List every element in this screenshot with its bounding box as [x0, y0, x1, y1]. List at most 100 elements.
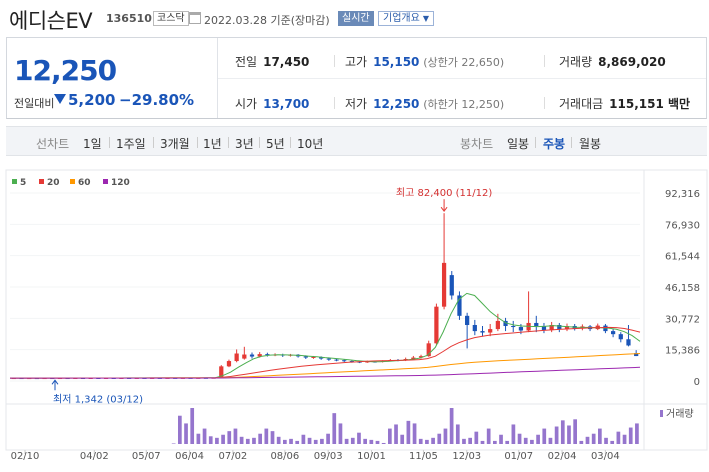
- y-tick-label: 46,158: [665, 283, 700, 294]
- candle-body[interactable]: [441, 262, 447, 307]
- candle-body[interactable]: [518, 327, 524, 331]
- candle-body[interactable]: [626, 339, 631, 346]
- candle-body[interactable]: [495, 320, 500, 330]
- volume-bar: [616, 431, 621, 444]
- candle-body[interactable]: [634, 353, 639, 357]
- ma-line-ma5: [10, 292, 641, 379]
- volume: 거래량 8,869,020: [559, 53, 666, 70]
- candle-body[interactable]: [265, 354, 270, 356]
- candle-body[interactable]: [511, 326, 516, 328]
- period-1w[interactable]: 1주일: [116, 137, 146, 151]
- candle-body[interactable]: [465, 315, 470, 325]
- candle-body[interactable]: [349, 361, 355, 363]
- candle-body[interactable]: [257, 354, 262, 357]
- volume-bar: [221, 434, 225, 444]
- divider: [217, 38, 218, 118]
- divider: [334, 55, 335, 67]
- volume-bar: [517, 433, 522, 444]
- candle-body[interactable]: [557, 324, 562, 330]
- change-value: 5,200: [68, 91, 116, 109]
- candle-body[interactable]: [434, 306, 439, 344]
- candle-body[interactable]: [334, 359, 339, 361]
- volume-bar: [480, 440, 485, 444]
- candle-body[interactable]: [449, 275, 454, 296]
- candle-daily[interactable]: 일봉: [507, 137, 530, 151]
- volume-bar: [486, 428, 491, 444]
- candle-body[interactable]: [242, 354, 247, 359]
- candle-body[interactable]: [426, 343, 431, 357]
- candle-body[interactable]: [472, 324, 477, 332]
- candle-body[interactable]: [503, 320, 508, 327]
- volume-bar: [381, 442, 386, 444]
- volume-bar: [258, 433, 262, 444]
- period-1d[interactable]: 1일: [83, 137, 102, 151]
- candle-body[interactable]: [488, 329, 493, 333]
- price-chart[interactable]: 92,316 76,930 61,544 46,158 30,772 15,386 0 최고 …: [0, 165, 709, 472]
- candle-body[interactable]: [326, 358, 331, 360]
- volume-bar: [357, 432, 361, 444]
- candle-body[interactable]: [319, 356, 324, 359]
- volume-bar: [375, 440, 380, 444]
- volume-bar: [554, 426, 559, 444]
- volume-bar: [468, 437, 472, 444]
- prev-close: 전일 17,450: [235, 53, 309, 70]
- period-1y[interactable]: 1년: [203, 137, 222, 151]
- volume-bar: [332, 413, 337, 444]
- candle-body[interactable]: [418, 356, 424, 358]
- volume-bar: [604, 437, 608, 444]
- prev-close-label: 전일: [235, 55, 258, 69]
- candle-body[interactable]: [564, 326, 570, 330]
- divider: [218, 78, 706, 79]
- volume-bar: [505, 440, 510, 444]
- stock-name: 에디슨EV: [9, 9, 93, 33]
- candle-body[interactable]: [480, 331, 485, 333]
- period-3y[interactable]: 3년: [235, 137, 254, 151]
- candle-weekly[interactable]: 주봉: [543, 137, 566, 151]
- ma-line-ma120: [10, 366, 641, 379]
- volume-bar: [295, 440, 300, 444]
- candle-body[interactable]: [457, 295, 462, 316]
- volume-bar: [233, 428, 238, 444]
- volume-bar: [245, 438, 250, 444]
- candle-body[interactable]: [541, 326, 547, 331]
- volume-bar: [270, 431, 275, 444]
- volume-panel: [5, 403, 708, 451]
- volume-bar: [301, 434, 306, 444]
- divider: [109, 137, 110, 148]
- x-tick-label: 04/02: [80, 451, 109, 462]
- legend-swatch: [103, 179, 108, 184]
- x-tick-label: 09/03: [314, 451, 343, 462]
- candle-body[interactable]: [342, 360, 347, 362]
- high-price: 고가 15,150 (상한가 22,650): [345, 53, 504, 70]
- candle-body[interactable]: [365, 361, 370, 363]
- legend-label: 20: [47, 178, 60, 188]
- volume-bar: [622, 434, 627, 444]
- realtime-button[interactable]: 실시간: [338, 11, 374, 26]
- candle-body[interactable]: [303, 356, 308, 358]
- volume-bar: [635, 423, 639, 444]
- candle-body[interactable]: [618, 334, 623, 340]
- volume-bar: [412, 423, 417, 444]
- candle-body[interactable]: [249, 354, 255, 357]
- candle-body[interactable]: [219, 366, 224, 378]
- candle-monthly[interactable]: 월봉: [579, 137, 602, 151]
- candle-body[interactable]: [411, 357, 416, 360]
- period-5y[interactable]: 5년: [266, 137, 285, 151]
- period-3m[interactable]: 3개월: [160, 137, 190, 151]
- volume-bar: [196, 433, 201, 444]
- high-label: 고가: [345, 55, 368, 69]
- candle-body[interactable]: [534, 322, 539, 327]
- candle-body[interactable]: [549, 324, 554, 331]
- volume-bar: [585, 436, 590, 444]
- period-10y[interactable]: 10년: [297, 137, 324, 151]
- candle-body[interactable]: [610, 331, 616, 335]
- candle-body[interactable]: [311, 356, 316, 358]
- down-arrow-icon: [54, 94, 66, 104]
- volume-bar: [542, 428, 547, 444]
- candle-body[interactable]: [234, 353, 239, 362]
- volume-bar: [523, 437, 528, 444]
- company-overview-dropdown[interactable]: 기업개요 ▼: [378, 11, 434, 26]
- candle-body[interactable]: [226, 361, 232, 367]
- x-tick-label: 11/05: [409, 451, 438, 462]
- legend-swatch: [12, 179, 17, 184]
